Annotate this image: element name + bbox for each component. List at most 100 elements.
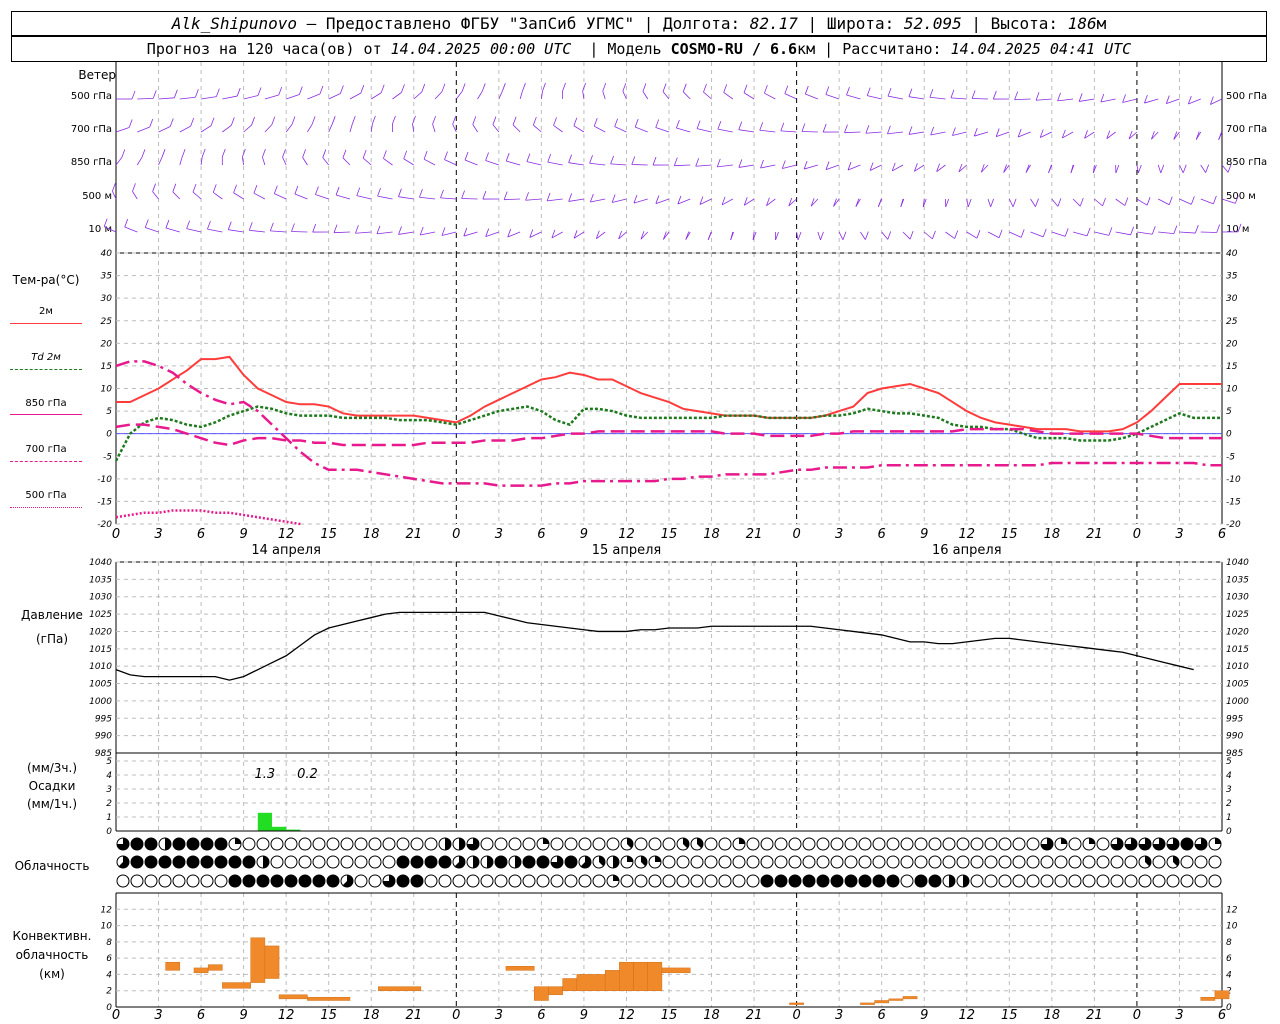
wind-barb	[594, 125, 606, 133]
temp-hour-label: 18	[703, 527, 720, 542]
wind-barb	[398, 196, 414, 200]
wind-barb	[865, 131, 882, 134]
cloud-fill-full	[327, 875, 339, 887]
conv-hour-label: 3	[1175, 1008, 1183, 1023]
conv-hour-label: 15	[320, 1008, 337, 1023]
wind-barb	[805, 93, 819, 100]
wind-barb-flag	[221, 148, 226, 158]
cloud-circle	[536, 874, 550, 888]
cloud-circle	[984, 855, 998, 869]
conv-ytick-left: 2	[106, 987, 112, 997]
wind-barb	[614, 126, 627, 133]
wind-barb	[803, 164, 818, 170]
wind-barb	[342, 157, 351, 166]
wind-barb-flag	[593, 118, 598, 127]
cloud-fill-full	[243, 875, 255, 887]
cloud-circle	[1124, 874, 1138, 888]
precip-ytick-left: 4	[106, 771, 112, 781]
wind-barb	[1094, 198, 1103, 207]
cloud-circle	[830, 855, 844, 869]
cloud-circle	[312, 855, 326, 869]
temp-hour-label: 21	[405, 527, 422, 542]
wind-barb	[207, 228, 223, 233]
wind-barb	[1072, 198, 1081, 207]
cloud-fill-full	[159, 856, 171, 868]
temp-ytick-right: 10	[1226, 385, 1238, 395]
cloud-fill-partial	[613, 875, 619, 881]
wind-barb	[383, 158, 393, 166]
cloud-circle	[648, 874, 662, 888]
wind-barb	[902, 231, 911, 240]
cloud-fill-full	[439, 856, 451, 868]
wind-barb-flag	[472, 116, 477, 125]
cloud-circle	[424, 837, 438, 851]
wind-barb-flag	[423, 151, 428, 160]
wind-barb	[1106, 131, 1116, 139]
wind-barb	[264, 94, 279, 100]
cloud-circle	[774, 855, 788, 869]
conv-bar-22	[888, 998, 904, 1001]
wind-barb-flag	[655, 119, 660, 128]
cloud-fill-partial	[1111, 838, 1123, 850]
wind-barb	[498, 91, 503, 100]
cloud-fill-full	[173, 856, 185, 868]
conv-bar-16	[633, 961, 648, 991]
wind-barb-flag	[444, 151, 448, 160]
wind-barb-flag	[551, 229, 556, 239]
wind-barb	[618, 231, 627, 240]
wind-barb	[1158, 231, 1174, 235]
wind-barb-flag	[973, 127, 978, 137]
wind-barb	[1030, 198, 1036, 207]
cloud-circle	[984, 837, 998, 851]
wind-barb	[506, 160, 521, 166]
wind-barb	[158, 97, 175, 100]
precip-bar-1	[271, 826, 287, 831]
wind-barb-flag	[652, 156, 657, 166]
wind-barb-flag	[743, 84, 748, 93]
cloud-circle	[592, 874, 606, 888]
wind-barb	[398, 231, 414, 235]
wind-barb	[172, 191, 181, 200]
conv-hour-label: 18	[363, 1008, 380, 1023]
temp-hour-label: 6	[878, 527, 886, 542]
wind-barb	[294, 193, 308, 200]
wind-barb	[200, 125, 212, 133]
conv-hour-label: 21	[746, 1008, 763, 1023]
cloud-circle	[564, 837, 578, 851]
wind-barb	[136, 157, 143, 166]
wind-barb	[1084, 131, 1095, 139]
conv-bar-1	[193, 967, 209, 974]
wind-barb	[589, 162, 606, 166]
wind-barb	[1136, 198, 1148, 206]
cloud-fill-partial	[627, 856, 633, 862]
wind-barb	[1200, 198, 1214, 205]
wind-barb-flag	[111, 183, 116, 192]
cloud-fill-partial	[165, 838, 171, 850]
wind-barb-flag	[820, 231, 824, 241]
cloud-fill-full	[145, 856, 157, 868]
wind-barb-flag	[1173, 131, 1178, 140]
wind-barb	[403, 158, 414, 166]
wind-barb	[1036, 98, 1052, 101]
wind-barb	[825, 164, 840, 170]
cloud-circle	[732, 855, 746, 869]
temp-ytick-right: 40	[1226, 249, 1238, 259]
wind-barb-flag	[1078, 93, 1083, 102]
conv-bar-25	[1214, 990, 1230, 1000]
wind-barb	[987, 198, 992, 208]
wind-barb	[1179, 231, 1196, 234]
legend-line-td2m	[10, 369, 82, 370]
cloud-fill-full	[201, 856, 213, 868]
conv-bar-2	[207, 964, 223, 971]
wind-barb-flag	[869, 162, 874, 171]
wind-barb	[529, 231, 542, 238]
cloud-fill-full	[425, 856, 437, 868]
cloud-circle	[1110, 855, 1124, 869]
cloud-circle	[1208, 855, 1222, 869]
wind-barb-flag	[319, 85, 324, 95]
temp-ytick-right: 35	[1226, 272, 1238, 282]
cloud-circle	[844, 837, 858, 851]
wind-barb	[307, 124, 313, 133]
cloud-circle	[816, 837, 830, 851]
wind-barb	[996, 131, 1010, 137]
